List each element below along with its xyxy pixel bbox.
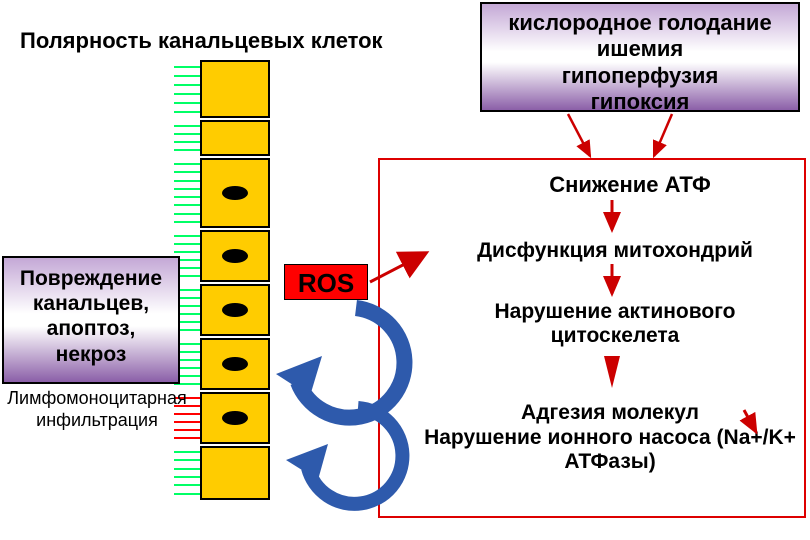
damage-box: Повреждение канальцев, апоптоз, некроз: [2, 256, 180, 384]
mito-text: Дисфункция митохондрий: [477, 239, 753, 262]
stress-line-2: ишемия: [486, 36, 794, 62]
nucleus: [222, 249, 248, 263]
cell-6: [200, 392, 270, 444]
adhesion-text: Адгезия молекул: [521, 401, 699, 424]
ros-box: ROS: [284, 264, 368, 300]
cell-5: [200, 338, 270, 390]
brush-border: [174, 160, 200, 226]
brush-border: [174, 62, 200, 116]
arrow-stress-1: [568, 114, 590, 156]
infilt-line-2: инфильтрация: [2, 410, 192, 432]
pump-text: Нарушение ионного насоса (Na+/K+ АТФазы): [424, 426, 796, 473]
cascade-cytoskel: Нарушение актинового цитоскелета: [430, 300, 800, 348]
cell-7: [200, 446, 270, 500]
stress-box: кислородное голодание ишемия гипоперфузи…: [480, 2, 800, 112]
cascade-mito: Дисфункция митохондрий: [430, 238, 800, 263]
arrow-stress-2: [654, 114, 672, 156]
nucleus: [222, 411, 248, 425]
stress-line-1: кислородное голодание: [486, 10, 794, 36]
cascade-adhesion: Адгезия молекул: [440, 400, 780, 425]
cell-3: [200, 230, 270, 282]
stress-line-3: гипоперфузия: [486, 63, 794, 89]
damage-line-3: некроз: [8, 342, 174, 367]
atp-text: Снижение АТФ: [549, 172, 711, 197]
nucleus: [222, 357, 248, 371]
title-text: Полярность канальцевых клеток: [20, 28, 383, 53]
damage-line-1: Повреждение канальцев,: [8, 266, 174, 316]
brush-border: [174, 448, 200, 498]
brush-border: [174, 122, 200, 154]
arrow-blue-2-head: [286, 444, 328, 480]
cascade-pump: Нарушение ионного насоса (Na+/K+ АТФазы): [420, 426, 800, 474]
cell-2: [200, 158, 270, 228]
infilt-line-1: Лимфомоноцитарная: [2, 388, 192, 410]
page-title: Полярность канальцевых клеток: [20, 28, 400, 54]
infiltration-label: Лимфомоноцитарная инфильтрация: [2, 388, 192, 431]
cell-0: [200, 60, 270, 118]
ros-text: ROS: [298, 268, 354, 298]
cell-1: [200, 120, 270, 156]
nucleus: [222, 186, 248, 200]
damage-line-2: апоптоз,: [8, 316, 174, 341]
arrow-blue-1-head: [276, 356, 322, 396]
cell-4: [200, 284, 270, 336]
cytoskel-text: Нарушение актинового цитоскелета: [494, 300, 735, 347]
nucleus: [222, 303, 248, 317]
stress-line-4: гипоксия: [486, 89, 794, 115]
cascade-atp: Снижение АТФ: [480, 172, 780, 198]
